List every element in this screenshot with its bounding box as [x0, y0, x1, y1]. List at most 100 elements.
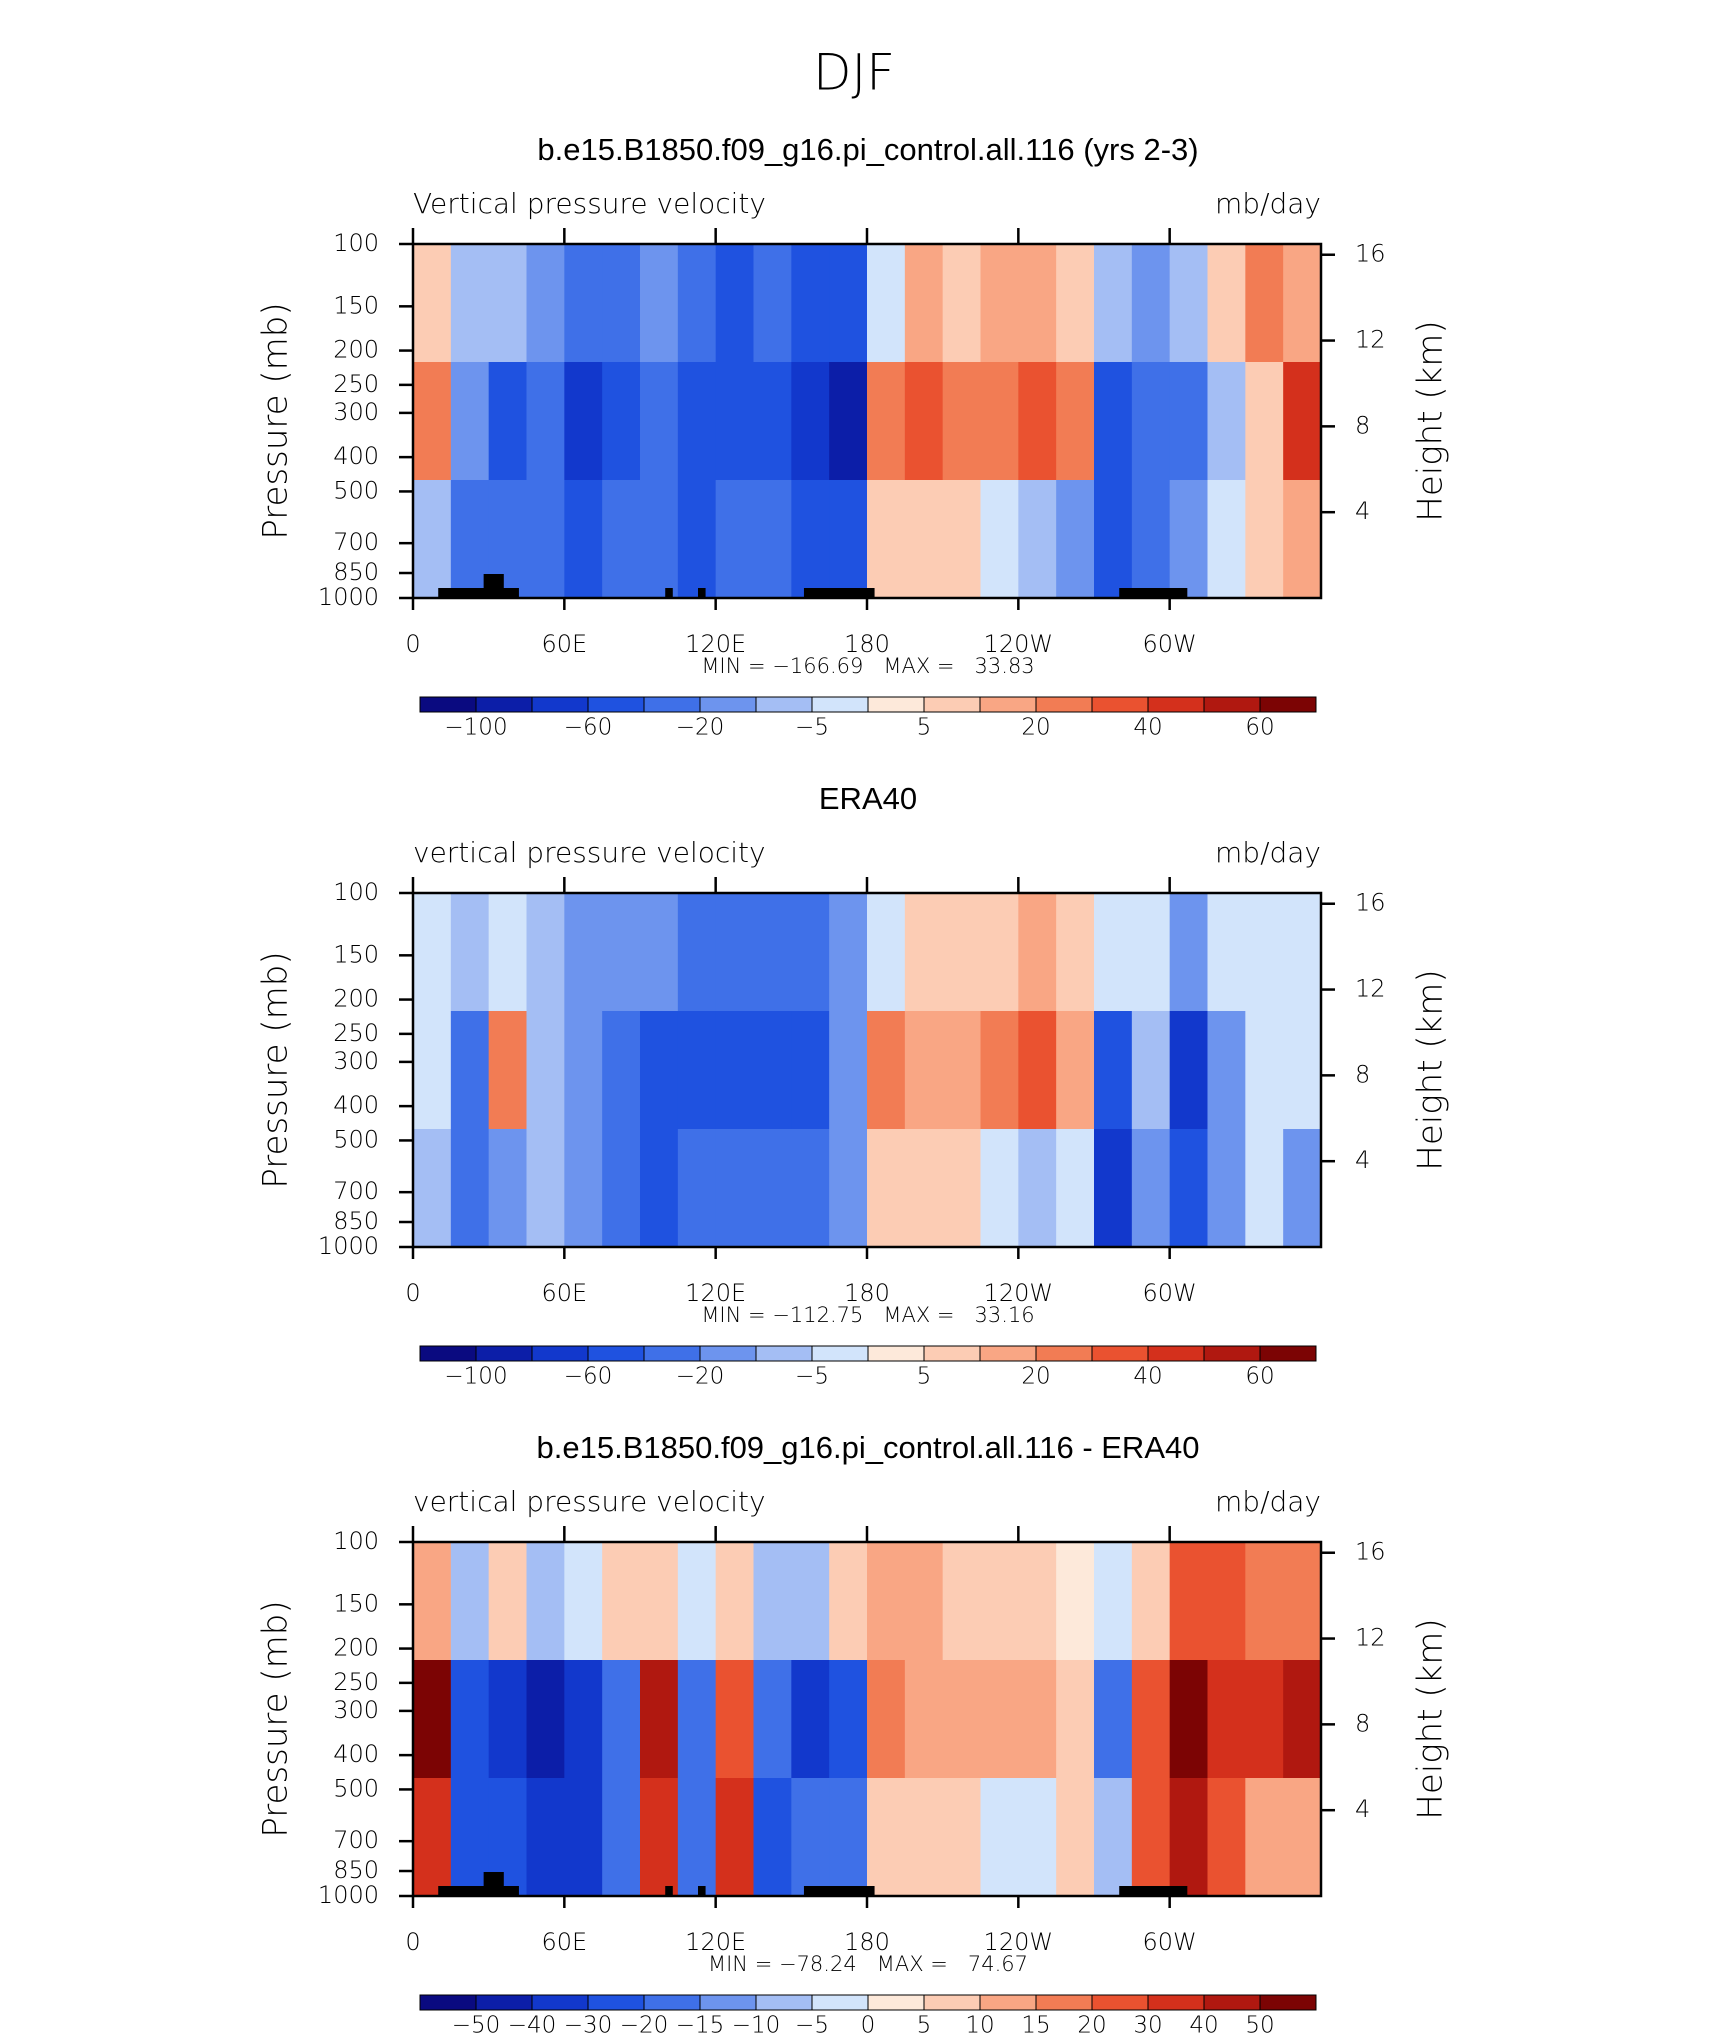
colorbar-box [699, 1994, 757, 2011]
contour-cell [1056, 1660, 1095, 1779]
colorbar-box [1259, 696, 1317, 713]
colorbar-box [475, 1994, 533, 2011]
colorbar-box [1203, 1994, 1261, 2011]
contour-cell [867, 1011, 906, 1130]
contour-cell [526, 1778, 565, 1897]
y-tick-label: 300 [333, 1047, 379, 1075]
contour-cell [1169, 244, 1208, 363]
x-tick-label: 180 [844, 630, 890, 658]
contour-cell [526, 893, 565, 1012]
contour-cell [1169, 1542, 1208, 1661]
contour-cell [450, 1660, 490, 1779]
y-tick-label: 400 [333, 1740, 379, 1768]
contour-cell [904, 362, 944, 481]
colorbar-box [811, 696, 869, 713]
colorbar-box [643, 1345, 701, 1362]
y2-axis-label: Height (km) [1411, 1618, 1451, 1819]
contour-cell [488, 362, 527, 481]
contour-cell [904, 480, 944, 599]
contour-cell [1056, 1129, 1095, 1248]
contour-cell [677, 1129, 717, 1248]
x-tick-label: 120W [984, 630, 1054, 658]
contour-cell [564, 1778, 603, 1897]
contour-cell [1245, 1129, 1284, 1248]
y-tick-label: 150 [333, 940, 379, 968]
contour-cell [791, 244, 830, 363]
contour-cell [904, 1778, 944, 1897]
contour-cell [1056, 1011, 1095, 1130]
colorbar-box [531, 1994, 589, 2011]
colorbar-label: 0 [861, 2013, 876, 2038]
y2-tick-label: 8 [1355, 411, 1370, 439]
contour-cell [1018, 480, 1057, 599]
contour-cell [564, 244, 603, 363]
colorbar-box [419, 1345, 477, 1362]
land-mask [438, 588, 519, 598]
colorbar-box [1035, 1345, 1093, 1362]
contour-cell [1245, 244, 1284, 363]
contour-cell [450, 1011, 490, 1130]
contour-cell [829, 893, 868, 1012]
contour-cell [526, 1542, 565, 1661]
contour-cell [829, 244, 868, 363]
y-tick-label: 1000 [318, 1232, 379, 1260]
contour-cell [413, 1660, 452, 1779]
x-tick-label: 120E [685, 1279, 746, 1307]
contour-cell [715, 1011, 754, 1130]
contour-cell [829, 1542, 868, 1661]
contour-cell [602, 893, 641, 1012]
contour-cell [413, 1778, 452, 1897]
contour-cell [1169, 1778, 1208, 1897]
contour-cell [1094, 1660, 1133, 1779]
contour-cell [677, 1542, 717, 1661]
contour-cell [1131, 244, 1171, 363]
contour-cell [526, 1660, 565, 1779]
contour-cell [640, 1011, 679, 1130]
contour-cell [791, 893, 830, 1012]
contour-cell [1207, 1660, 1246, 1779]
contour-cell [640, 362, 679, 481]
contour-cell [1094, 1778, 1133, 1897]
contour-cell [1207, 1129, 1246, 1248]
contour-cell [413, 244, 452, 363]
land-mask [698, 588, 706, 598]
contour-cell [1131, 1129, 1171, 1248]
colorbar-box [979, 1345, 1037, 1362]
contour-cell [980, 1542, 1019, 1661]
contour-cell [564, 1542, 603, 1661]
panel-title: ERA40 [819, 781, 917, 816]
contour-cell [450, 244, 490, 363]
colorbar-box [1147, 696, 1205, 713]
contour-cell [488, 893, 527, 1012]
contour-cell [1283, 1778, 1322, 1897]
colorbar-label: −10 [732, 2013, 781, 2038]
colorbar-label: −30 [564, 2013, 613, 2038]
contour-cell [1245, 1660, 1284, 1779]
y-tick-label: 200 [333, 985, 379, 1013]
y-tick-label: 1000 [318, 1881, 379, 1909]
y2-tick-label: 12 [1355, 326, 1386, 354]
colorbar-box [1259, 1345, 1317, 1362]
contour-cell [640, 244, 679, 363]
y-tick-label: 150 [333, 1589, 379, 1617]
contour-cell [980, 1778, 1019, 1897]
contour-cell [715, 893, 754, 1012]
contour-cell [1169, 480, 1208, 599]
y-tick-label: 300 [333, 398, 379, 426]
contour-cell [867, 1129, 906, 1248]
contour-cell [753, 893, 792, 1012]
contour-cell [1245, 480, 1284, 599]
contour-cell [791, 480, 830, 599]
x-tick-label: 60E [541, 1279, 587, 1307]
field-name: vertical pressure velocity [413, 836, 766, 869]
contour-cell [564, 1660, 603, 1779]
contour-cell [1245, 1542, 1284, 1661]
x-tick-label: 120W [984, 1928, 1054, 1956]
x-tick-label: 180 [844, 1928, 890, 1956]
contour-cell [904, 244, 944, 363]
colorbar-label: 30 [1133, 2013, 1162, 2038]
contour-cell [867, 244, 906, 363]
colorbar-label: −50 [452, 2013, 501, 2038]
colorbar-label: 50 [1245, 2013, 1274, 2038]
contour-cell [602, 1542, 641, 1661]
